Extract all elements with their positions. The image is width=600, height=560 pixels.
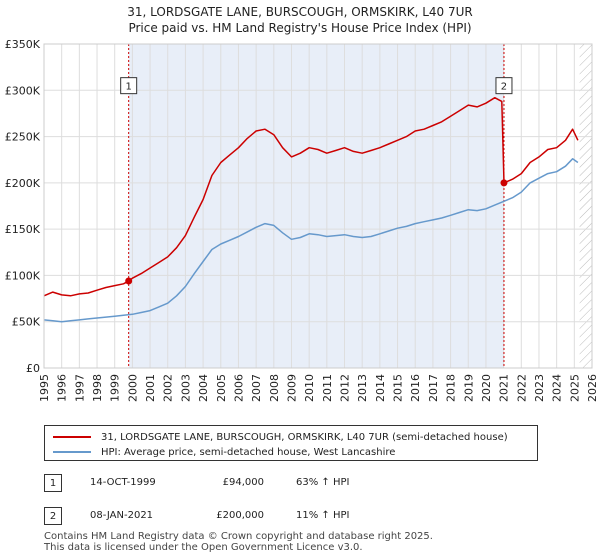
chart-title-line-2: Price paid vs. HM Land Registry's House … bbox=[128, 21, 472, 35]
x-tick-label: 1995 bbox=[38, 374, 51, 402]
sale-point bbox=[125, 277, 133, 285]
transaction-date: 14-OCT-1999 bbox=[90, 477, 156, 488]
y-tick-label: £50K bbox=[12, 316, 41, 329]
x-tick-label: 2008 bbox=[268, 374, 281, 402]
x-tick-label: 2018 bbox=[445, 374, 458, 402]
chart-title-line-1: 31, LORDSGATE LANE, BURSCOUGH, ORMSKIRK,… bbox=[127, 5, 473, 19]
x-tick-label: 2011 bbox=[321, 374, 334, 402]
x-tick-label: 2010 bbox=[303, 374, 316, 402]
legend: 31, LORDSGATE LANE, BURSCOUGH, ORMSKIRK,… bbox=[44, 425, 538, 461]
x-tick-label: 2013 bbox=[356, 374, 369, 402]
x-tick-label: 2003 bbox=[179, 374, 192, 402]
annotation-box bbox=[120, 77, 138, 95]
price-chart: £0 £50K £100K £150K £200K £250K £300K £350K 1995… bbox=[5, 38, 599, 402]
transaction-badge: 1 bbox=[44, 474, 62, 492]
footer-copyright: Contains HM Land Registry data © Crown c… bbox=[44, 531, 433, 542]
plot-border bbox=[43, 43, 593, 369]
transaction-hpi-delta: 11% ↑ HPI bbox=[296, 510, 350, 521]
x-tick-label: 1996 bbox=[56, 374, 69, 402]
future-hatch bbox=[579, 44, 592, 368]
y-tick-label: £150K bbox=[5, 223, 41, 236]
legend-label-hpi: HPI: Average price, semi-detached house,… bbox=[101, 446, 396, 458]
y-tick-label: £0 bbox=[26, 362, 40, 375]
transaction-hpi-delta: 63% ↑ HPI bbox=[296, 477, 350, 488]
transaction-price: £94,000 bbox=[222, 477, 264, 488]
x-tick-label: 2004 bbox=[197, 374, 210, 402]
transaction-date: 08-JAN-2021 bbox=[90, 510, 154, 521]
series-line-hpi bbox=[43, 158, 579, 323]
x-tick-label: 2002 bbox=[162, 374, 175, 402]
x-tick-label: 2026 bbox=[586, 374, 599, 402]
y-tick-label: £300K bbox=[5, 84, 41, 97]
x-tick-label: 2006 bbox=[232, 374, 245, 402]
annotation-label: 2 bbox=[501, 82, 507, 93]
annotation-box bbox=[495, 77, 513, 95]
x-tick-label: 2007 bbox=[250, 374, 263, 402]
x-tick-label: 1999 bbox=[109, 374, 122, 402]
x-tick-label: 2022 bbox=[515, 374, 528, 402]
footer-licence: This data is licensed under the Open Gov… bbox=[44, 542, 363, 553]
y-tick-label: £250K bbox=[5, 131, 41, 144]
x-tick-label: 1997 bbox=[73, 374, 86, 402]
annotation-label: 1 bbox=[125, 82, 131, 93]
legend-swatch-property bbox=[53, 436, 91, 438]
y-tick-label: £200K bbox=[5, 177, 41, 190]
x-tick-label: 2015 bbox=[392, 374, 405, 402]
sale-point bbox=[500, 179, 508, 187]
transaction-badge: 2 bbox=[44, 507, 62, 525]
x-tick-label: 1998 bbox=[91, 374, 104, 402]
legend-label-property: 31, LORDSGATE LANE, BURSCOUGH, ORMSKIRK,… bbox=[101, 431, 508, 443]
chart-title: 31, LORDSGATE LANE, BURSCOUGH, ORMSKIRK,… bbox=[0, 4, 600, 36]
transaction-price: £200,000 bbox=[216, 510, 264, 521]
x-tick-label: 2024 bbox=[551, 374, 564, 402]
legend-swatch-hpi bbox=[53, 451, 91, 453]
x-tick-label: 2025 bbox=[568, 374, 581, 402]
x-tick-label: 2019 bbox=[462, 374, 475, 402]
ownership-shade bbox=[128, 44, 504, 368]
x-tick-label: 2009 bbox=[285, 374, 298, 402]
x-tick-label: 2001 bbox=[144, 374, 157, 402]
legend-item-hpi: HPI: Average price, semi-detached house,… bbox=[53, 445, 395, 459]
footer: Contains HM Land Registry data © Crown c… bbox=[44, 531, 433, 553]
y-tick-label: £350K bbox=[5, 38, 41, 51]
legend-item-property: 31, LORDSGATE LANE, BURSCOUGH, ORMSKIRK,… bbox=[53, 430, 508, 444]
x-tick-label: 2000 bbox=[126, 374, 139, 402]
x-tick-label: 2012 bbox=[339, 374, 352, 402]
x-tick-label: 2021 bbox=[498, 374, 511, 402]
y-tick-label: £100K bbox=[5, 269, 41, 282]
x-tick-label: 2023 bbox=[533, 374, 546, 402]
x-tick-label: 2005 bbox=[215, 374, 228, 402]
x-tick-label: 2014 bbox=[374, 374, 387, 402]
x-tick-label: 2016 bbox=[409, 374, 422, 402]
x-tick-label: 2020 bbox=[480, 374, 493, 402]
x-tick-label: 2017 bbox=[427, 374, 440, 402]
